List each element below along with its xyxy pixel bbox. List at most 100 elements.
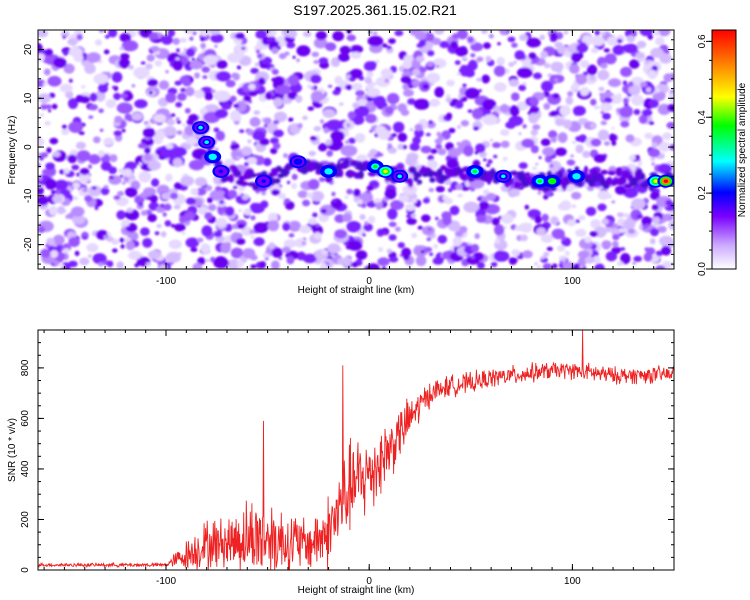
heatmap-noise-blob (411, 232, 418, 239)
heatmap-noise-blob (318, 143, 328, 152)
heatmap-noise-blob (354, 105, 370, 117)
heatmap-noise-blob (462, 83, 467, 88)
heatmap-noise-blob (648, 121, 655, 125)
heatmap-noise-blob (94, 206, 99, 210)
heatmap-noise-blob (92, 253, 107, 265)
heatmap-noise-blob (165, 143, 174, 150)
heatmap-noise-blob (76, 172, 80, 177)
heatmap-noise-blob (580, 60, 590, 68)
heatmap-noise-blob (288, 117, 294, 122)
heatmap-noise-blob (138, 202, 144, 207)
heatmap-noise-blob (330, 57, 341, 68)
heatmap-noise-blob (185, 48, 195, 57)
heatmap-noise-blob (592, 255, 601, 264)
heatmap-noise-blob (650, 191, 660, 200)
snr-x-tick-label: -100 (156, 576, 176, 587)
heatmap-noise-blob (631, 94, 644, 106)
heatmap-noise-blob (367, 35, 384, 47)
heatmap-noise-blob (421, 214, 431, 223)
heatmap-noise-blob (278, 193, 286, 200)
heatmap-noise-blob (74, 250, 80, 256)
heatmap-noise-blob (460, 242, 468, 248)
heatmap-noise-blob (311, 51, 320, 58)
heatmap-noise-blob (562, 261, 566, 265)
heatmap-noise-blob (530, 129, 538, 136)
heatmap-noise-blob (345, 244, 352, 250)
heatmap-noise-blob (167, 30, 176, 37)
heatmap-noise-blob (382, 266, 386, 269)
heatmap-noise-blob (147, 78, 158, 87)
heatmap-noise-blob (159, 147, 177, 159)
heatmap-noise-blob (608, 133, 616, 142)
heatmap-noise-blob (406, 213, 413, 219)
heatmap-noise-blob (604, 53, 617, 65)
heatmap-noise-blob (105, 34, 110, 39)
heatmap-noise-blob (99, 128, 104, 132)
heatmap-noise-blob (539, 34, 546, 40)
heatmap-ridge-blob (422, 171, 429, 177)
heatmap-noise-blob (46, 147, 52, 154)
heatmap-noise-blob (620, 120, 630, 128)
heatmap-noise-blob (425, 132, 431, 137)
heatmap-noise-blob (410, 212, 416, 219)
heatmap-noise-blob (296, 45, 311, 57)
heatmap-noise-blob (119, 32, 132, 43)
heatmap-noise-blob (116, 261, 124, 269)
heatmap-noise-blob (231, 141, 237, 145)
heatmap-noise-blob (481, 74, 491, 84)
heatmap-noise-blob (318, 176, 326, 182)
heatmap-noise-blob (153, 129, 166, 141)
heatmap-noise-blob (329, 181, 334, 185)
heatmap-noise-blob (190, 247, 198, 253)
heatmap-noise-blob (140, 227, 150, 236)
heatmap-noise-blob (559, 105, 571, 117)
heatmap-noise-blob (632, 261, 636, 265)
heatmap-noise-blob (563, 119, 572, 129)
heatmap-noise-blob (463, 201, 480, 213)
heatmap-ridge-blob (512, 170, 518, 177)
heatmap-noise-blob (590, 98, 597, 106)
heatmap-noise-blob (434, 30, 445, 35)
heatmap-noise-blob (334, 229, 348, 239)
heatmap-noise-blob (278, 53, 287, 60)
heatmap-noise-blob (273, 97, 284, 108)
heatmap-noise-blob (435, 143, 443, 150)
heatmap-noise-blob (574, 89, 578, 93)
heatmap-noise-blob (567, 91, 574, 97)
heatmap-noise-blob (162, 212, 167, 217)
heatmap-noise-blob (579, 265, 584, 269)
heatmap-noise-blob (283, 153, 288, 159)
heatmap-noise-blob (114, 115, 123, 123)
heatmap-noise-blob (237, 223, 246, 229)
heatmap-ridge-blob (411, 167, 417, 174)
heatmap-noise-blob (165, 92, 177, 103)
heatmap-noise-blob (646, 247, 656, 256)
heatmap-noise-blob (196, 237, 204, 243)
heatmap-noise-blob (362, 233, 366, 237)
heatmap-hotspot (255, 174, 272, 188)
heatmap-noise-blob (226, 259, 241, 269)
heatmap-noise-blob (518, 162, 528, 170)
heatmap-noise-blob (463, 56, 468, 60)
heatmap-noise-blob (601, 218, 609, 225)
heatmap-noise-blob (590, 123, 596, 129)
heatmap-noise-blob (310, 86, 315, 91)
heatmap-noise-blob (45, 178, 57, 190)
heatmap-noise-blob (493, 250, 510, 262)
heatmap-noise-blob (655, 36, 665, 46)
heatmap-noise-blob (286, 256, 295, 265)
heatmap-noise-blob (586, 64, 598, 76)
snr-xlabel: Height of straight line (km) (298, 585, 415, 596)
heatmap-noise-blob (43, 68, 51, 76)
heatmap-noise-blob (70, 206, 85, 217)
heatmap-noise-blob (189, 36, 194, 41)
heatmap-noise-blob (148, 90, 154, 95)
heatmap-noise-blob (242, 248, 256, 259)
heatmap-noise-blob (243, 208, 252, 216)
heatmap-noise-blob (147, 250, 161, 260)
heatmap-noise-blob (319, 262, 328, 269)
heatmap-y-tick-label: -20 (23, 237, 34, 252)
heatmap-noise-blob (357, 199, 364, 205)
heatmap-noise-blob (307, 84, 312, 89)
heatmap-noise-blob (254, 62, 260, 67)
